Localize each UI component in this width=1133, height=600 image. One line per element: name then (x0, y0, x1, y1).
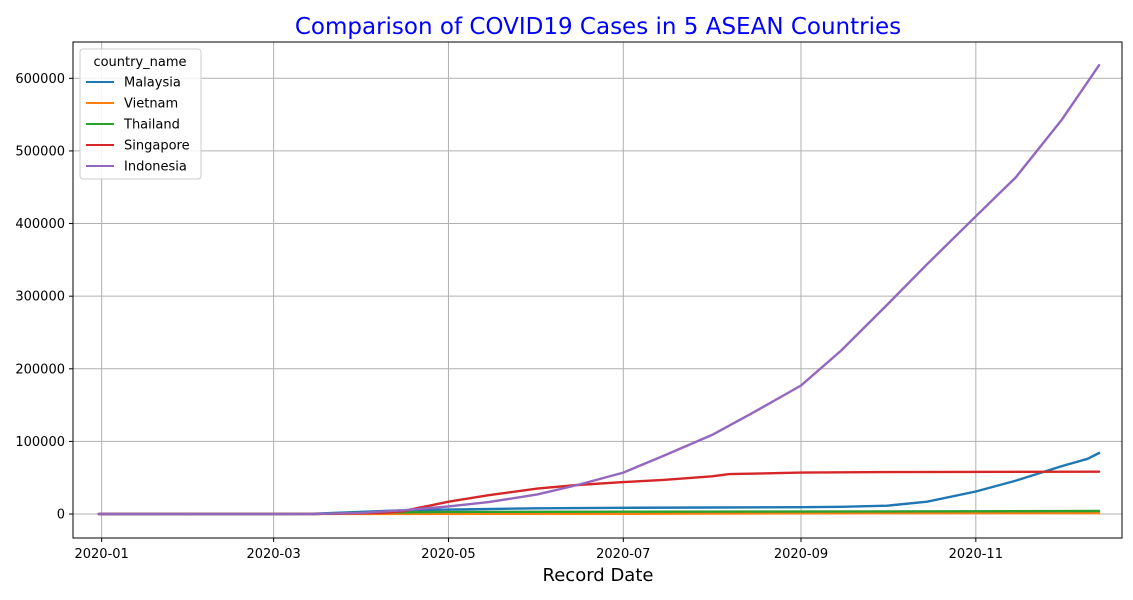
legend: country_name Malaysia Vietnam Thailand Sing… (79, 48, 202, 180)
x-tick-label: 2020-01 (74, 547, 128, 562)
y-tick-label: 0 (57, 508, 65, 523)
legend-label-indonesia: Indonesia (124, 160, 187, 175)
y-tick-label: 100000 (15, 435, 65, 450)
y-tick-label: 400000 (15, 217, 65, 232)
series-line-indonesia (97, 63, 1101, 516)
x-tick-label: 2020-11 (949, 547, 1003, 562)
legend-title: country_name (93, 55, 186, 70)
series-lines (97, 63, 1101, 516)
axis-ticks: 2020-01 2020-03 2020-05 2020-07 2020-09 2020-… (15, 72, 1003, 562)
x-tick-label: 2020-09 (774, 547, 828, 562)
x-tick-label: 2020-05 (421, 547, 475, 562)
legend-label-singapore: Singapore (124, 139, 190, 154)
y-tick-label: 600000 (15, 72, 65, 87)
legend-label-malaysia: Malaysia (124, 76, 181, 91)
y-tick-label: 500000 (15, 144, 65, 159)
chart-title: Comparison of COVID19 Cases in 5 ASEAN C… (295, 14, 901, 40)
legend-label-vietnam: Vietnam (124, 97, 178, 112)
plot-frame (72, 41, 1123, 539)
y-tick-label: 200000 (15, 362, 65, 377)
x-axis-title: Record Date (543, 565, 654, 586)
y-tick-label: 300000 (15, 290, 65, 305)
x-tick-label: 2020-07 (596, 547, 650, 562)
legend-label-thailand: Thailand (123, 118, 180, 133)
grid (73, 42, 1122, 538)
series-line-singapore (97, 470, 1101, 516)
x-tick-label: 2020-03 (246, 547, 300, 562)
